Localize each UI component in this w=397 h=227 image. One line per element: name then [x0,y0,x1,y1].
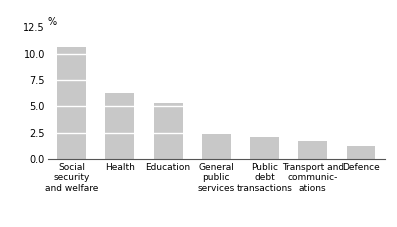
Bar [250,137,279,159]
Bar [57,47,86,159]
Bar [106,93,135,159]
Bar [347,146,376,159]
Bar [298,141,327,159]
Bar [154,103,183,159]
Bar [202,134,231,159]
Text: %: % [48,17,57,27]
